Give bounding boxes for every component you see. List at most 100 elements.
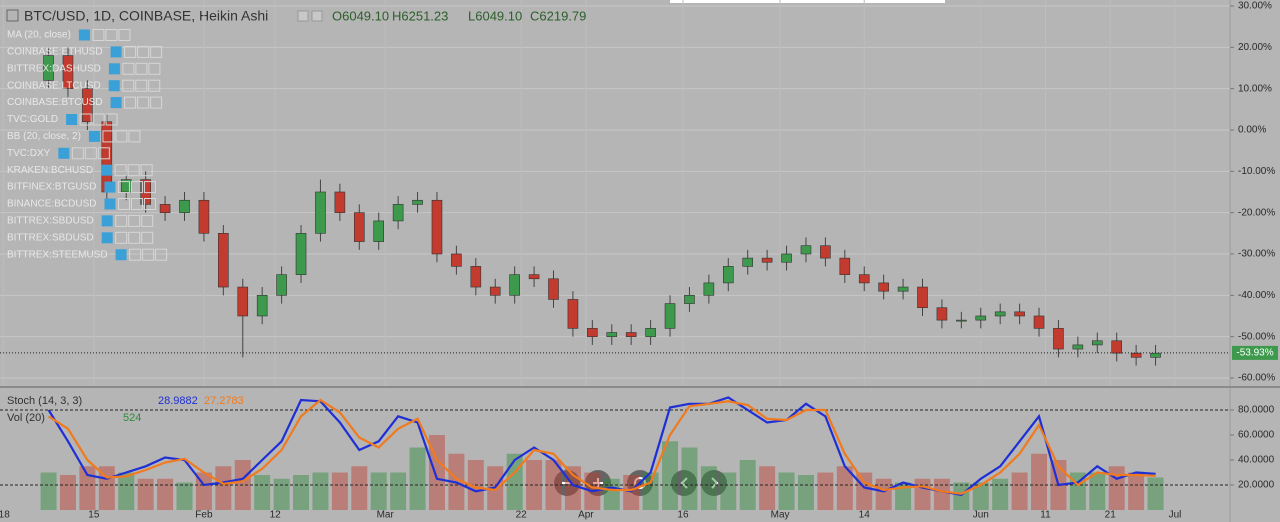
nav-button[interactable]	[671, 470, 697, 496]
overlay-add[interactable]	[128, 231, 141, 244]
nav-icon	[634, 477, 646, 489]
overlay-eye[interactable]	[101, 164, 113, 176]
overlay-remove[interactable]	[150, 45, 163, 58]
overlay-settings[interactable]	[117, 181, 130, 194]
overlay-add[interactable]	[135, 62, 148, 75]
y-tick-label: -50.00%	[1238, 331, 1275, 342]
candle-body	[1150, 352, 1161, 358]
y-tick-label: 40.0000	[1238, 455, 1275, 466]
overlay-eye[interactable]	[104, 181, 116, 193]
overlay-settings[interactable]	[117, 198, 130, 210]
overlay-remove[interactable]	[150, 96, 163, 109]
overlay-settings[interactable]	[129, 248, 142, 261]
candle-body	[1072, 344, 1084, 350]
overlay-label: COINBASE:BTCUSD	[7, 97, 103, 108]
overlay-remove[interactable]	[148, 62, 161, 75]
volume-bar	[545, 460, 562, 510]
overlay-remove[interactable]	[118, 29, 131, 41]
overlay-remove[interactable]	[105, 113, 118, 126]
overlay-settings[interactable]	[124, 45, 137, 58]
overlay-remove[interactable]	[141, 214, 154, 227]
volume-bar	[914, 478, 931, 510]
overlay-add[interactable]	[105, 29, 118, 41]
y-tick-label: 80.0000	[1238, 405, 1275, 416]
overlay-add[interactable]	[137, 96, 150, 109]
y-tick-label: 20.00%	[1238, 42, 1272, 53]
y-tick-label: 60.0000	[1238, 430, 1275, 441]
overlay-eye[interactable]	[108, 80, 120, 92]
overlay-add[interactable]	[135, 79, 148, 92]
overlay-settings[interactable]	[71, 147, 84, 160]
overlay-remove[interactable]	[155, 248, 168, 261]
overlay-eye[interactable]	[110, 97, 122, 109]
overlay-add[interactable]	[115, 130, 128, 143]
overlay-settings[interactable]	[122, 79, 135, 92]
candle-body	[159, 204, 171, 213]
overlay-label: BITTREX:SBDUSD	[7, 232, 94, 243]
overlay-eye[interactable]	[101, 232, 113, 244]
overlay-eye[interactable]	[115, 249, 127, 261]
overlay-add[interactable]	[127, 164, 140, 177]
overlay-settings[interactable]	[102, 130, 115, 143]
x-tick-label: Mar	[377, 510, 395, 521]
candle-body	[256, 295, 268, 317]
volume-bar	[797, 475, 814, 510]
nav-button[interactable]	[701, 470, 727, 496]
y-tick-label: -10.00%	[1238, 166, 1275, 177]
overlay-add[interactable]	[84, 147, 97, 160]
overlay-remove[interactable]	[140, 164, 153, 177]
overlay-eye[interactable]	[66, 114, 78, 125]
overlay-settings[interactable]	[124, 96, 137, 109]
overlay-add[interactable]	[130, 181, 143, 194]
overlay-eye[interactable]	[110, 46, 122, 58]
overlay-remove[interactable]	[143, 181, 156, 194]
candle-body	[295, 233, 307, 275]
overlay-eye[interactable]	[104, 198, 116, 210]
collapse-button[interactable]	[6, 9, 19, 22]
candle-body	[567, 299, 579, 329]
overlay-remove[interactable]	[128, 130, 141, 143]
overlay-eye[interactable]	[108, 63, 120, 75]
volume-bar	[856, 472, 873, 510]
x-tick-label: 12	[270, 510, 282, 521]
overlay-eye[interactable]	[78, 29, 90, 41]
volume-bar	[1089, 472, 1106, 510]
overlay-add[interactable]	[92, 113, 105, 126]
overlay-settings[interactable]	[115, 231, 128, 244]
overlay-settings[interactable]	[114, 164, 127, 177]
ohlc-label: H6251.23	[392, 8, 448, 23]
overlay-remove[interactable]	[143, 198, 156, 210]
candle-body	[587, 328, 598, 337]
volume-bar	[972, 482, 989, 510]
overlay-settings[interactable]	[122, 62, 135, 75]
overlay-add[interactable]	[128, 214, 141, 227]
overlay-eye[interactable]	[58, 147, 70, 159]
overlay-settings[interactable]	[92, 29, 105, 41]
overlay-add[interactable]	[142, 248, 155, 261]
overlay-add[interactable]	[137, 45, 150, 58]
overlay-settings[interactable]	[79, 113, 92, 126]
volume-bar	[409, 447, 426, 510]
candle-body	[897, 286, 909, 292]
x-tick-label: 21	[1105, 510, 1117, 521]
candle-body	[1033, 315, 1045, 329]
candle-body	[839, 257, 851, 275]
candle-body	[43, 55, 54, 81]
x-tick-label: Feb	[195, 510, 213, 521]
overlay-remove[interactable]	[97, 147, 110, 160]
volume-bar	[953, 482, 970, 510]
overlay-add[interactable]	[130, 198, 143, 210]
candle-body	[451, 253, 462, 267]
overlay-eye[interactable]	[88, 130, 100, 142]
overlay-eye[interactable]	[101, 215, 113, 227]
candle-body	[431, 199, 443, 255]
candle-body	[528, 274, 540, 280]
volume-bar	[1031, 453, 1048, 510]
overlay-settings[interactable]	[115, 214, 128, 227]
y-tick-label: -60.00%	[1238, 373, 1275, 384]
overlay-remove[interactable]	[148, 79, 161, 92]
volume-bar	[254, 475, 271, 510]
overlay-remove[interactable]	[141, 231, 154, 244]
candle-body	[722, 266, 734, 284]
